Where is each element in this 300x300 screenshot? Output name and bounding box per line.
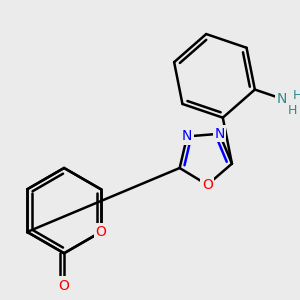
Text: H: H bbox=[287, 104, 297, 117]
Text: O: O bbox=[95, 225, 106, 239]
Text: N: N bbox=[182, 129, 192, 143]
Text: H: H bbox=[292, 89, 300, 103]
Text: N: N bbox=[214, 127, 225, 141]
Text: O: O bbox=[58, 279, 70, 293]
Text: N: N bbox=[276, 92, 287, 106]
Text: O: O bbox=[202, 178, 213, 192]
